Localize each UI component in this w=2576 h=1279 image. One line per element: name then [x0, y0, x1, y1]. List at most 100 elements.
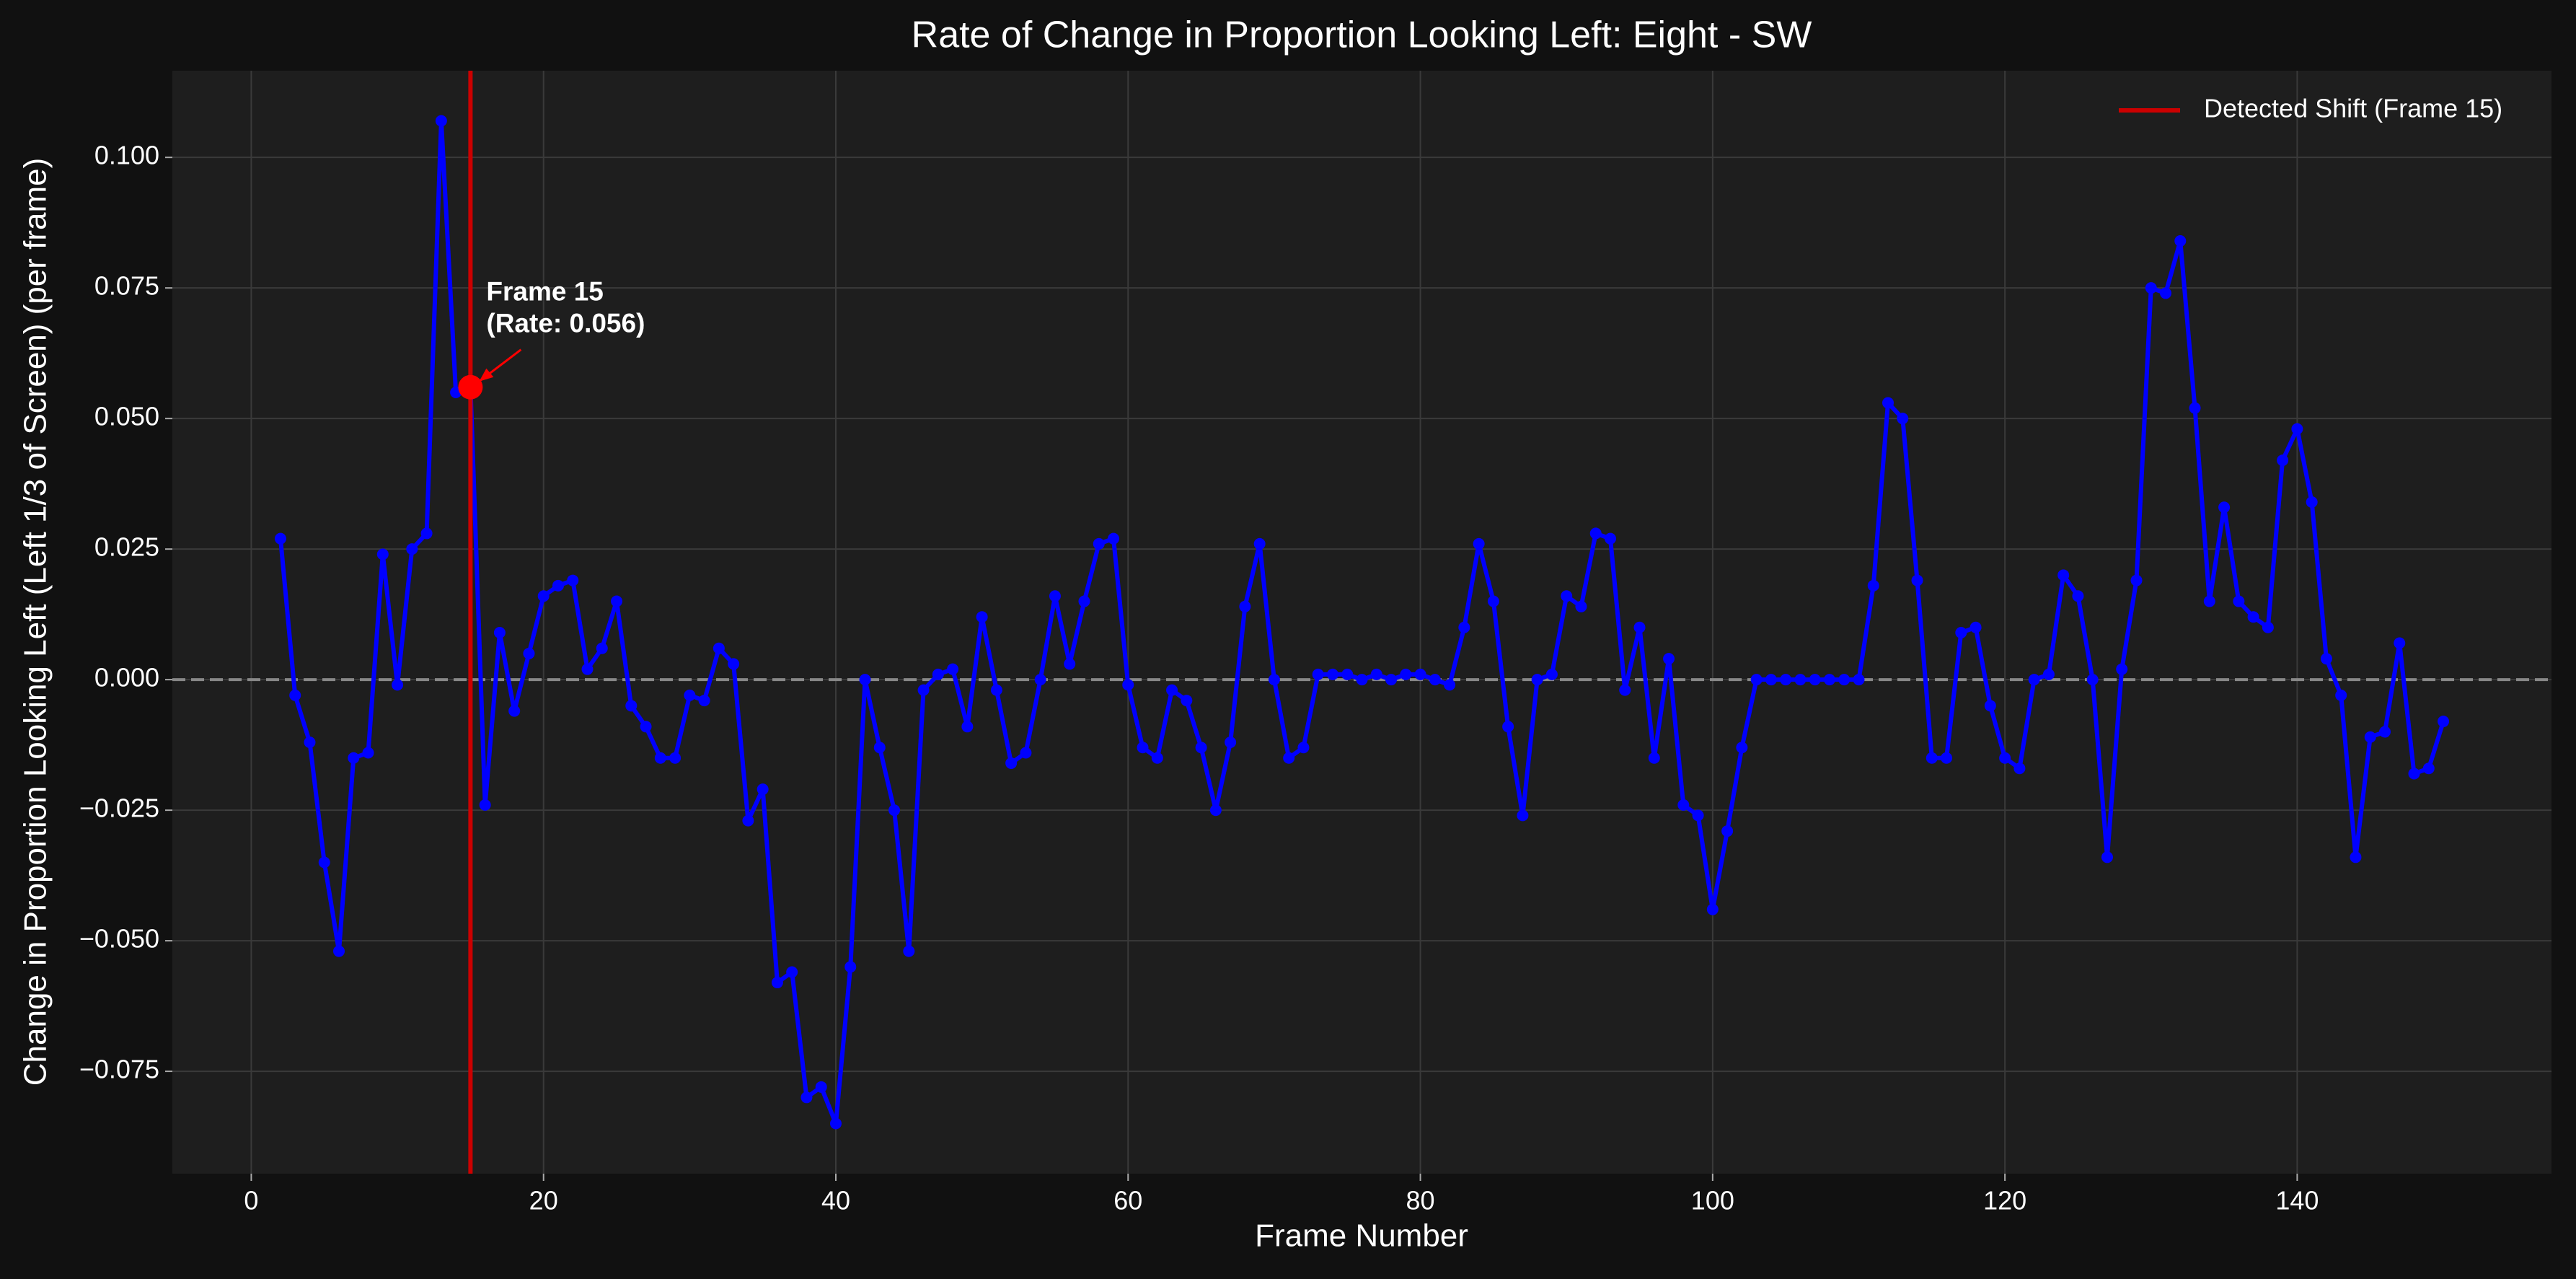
- data-point: [1736, 742, 1748, 754]
- data-point: [1677, 799, 1690, 811]
- data-point: [1970, 621, 1982, 633]
- data-point: [1619, 684, 1631, 696]
- data-point: [2160, 287, 2172, 299]
- data-point: [888, 804, 901, 817]
- x-tick-label: 0: [244, 1186, 258, 1216]
- x-tick-label: 140: [2275, 1186, 2319, 1216]
- data-point: [1589, 527, 1602, 540]
- data-point: [552, 579, 564, 592]
- data-point: [2028, 674, 2040, 686]
- y-tick-label: −0.050: [79, 924, 159, 954]
- y-tick-label: 0.100: [94, 141, 159, 170]
- data-point: [1473, 537, 1485, 550]
- data-point: [435, 115, 447, 127]
- data-point: [728, 658, 740, 670]
- x-tick-label: 120: [1983, 1186, 2026, 1216]
- data-point: [567, 574, 579, 586]
- data-point: [1005, 757, 1018, 769]
- data-point: [1370, 668, 1382, 680]
- data-point: [362, 747, 374, 759]
- data-point: [1882, 397, 1894, 409]
- data-point: [2042, 668, 2055, 680]
- data-point: [1356, 674, 1368, 686]
- data-point: [786, 966, 798, 978]
- data-point: [1794, 674, 1807, 686]
- data-point: [961, 721, 974, 733]
- data-point: [1750, 674, 1763, 686]
- data-point: [304, 737, 316, 749]
- data-point: [829, 1117, 842, 1130]
- data-point: [2438, 716, 2450, 728]
- data-point: [1911, 574, 1923, 586]
- data-point: [1108, 532, 1120, 545]
- data-point: [2203, 595, 2215, 607]
- data-point: [1897, 413, 1909, 425]
- data-point: [654, 752, 666, 764]
- data-point: [640, 721, 652, 733]
- data-point: [1487, 595, 1499, 607]
- data-point: [406, 543, 418, 555]
- data-point: [1444, 679, 1456, 691]
- data-point: [1765, 674, 1777, 686]
- data-point: [289, 689, 301, 701]
- x-tick-label: 20: [529, 1186, 558, 1216]
- data-point: [1166, 684, 1178, 696]
- x-tick-label: 60: [1113, 1186, 1142, 1216]
- data-point: [1984, 700, 1996, 712]
- data-point: [2394, 637, 2406, 649]
- data-point: [523, 647, 535, 659]
- data-point: [1809, 674, 1821, 686]
- data-point: [508, 705, 521, 717]
- data-point: [2335, 689, 2347, 701]
- data-point: [1706, 903, 1719, 915]
- data-point: [1517, 809, 1529, 822]
- data-point: [1575, 600, 1587, 612]
- data-point: [2233, 595, 2245, 607]
- data-point: [2101, 851, 2113, 863]
- data-point: [1838, 674, 1851, 686]
- data-point: [1633, 621, 1646, 633]
- data-point: [684, 689, 696, 701]
- data-point: [392, 679, 404, 691]
- data-point: [1225, 737, 1237, 749]
- y-tick-label: −0.075: [79, 1055, 159, 1084]
- data-point: [669, 752, 682, 764]
- data-point: [1545, 668, 1558, 680]
- data-point: [1209, 804, 1222, 817]
- data-point: [1823, 674, 1835, 686]
- data-point: [771, 977, 783, 989]
- data-point: [318, 856, 330, 869]
- data-point: [596, 642, 608, 654]
- data-point: [1020, 747, 1032, 759]
- y-tick-label: 0.050: [94, 402, 159, 431]
- data-point: [844, 961, 857, 973]
- data-point: [2291, 423, 2303, 435]
- data-point: [757, 783, 769, 796]
- data-point: [1648, 752, 1660, 764]
- x-tick-label: 40: [821, 1186, 850, 1216]
- data-point: [1458, 621, 1470, 633]
- data-point: [1721, 825, 1734, 838]
- data-point: [1151, 752, 1163, 764]
- chart-title: Rate of Change in Proportion Looking Lef…: [912, 14, 1812, 56]
- data-point: [2247, 611, 2259, 623]
- data-point: [1122, 679, 1134, 691]
- data-point: [1429, 674, 1441, 686]
- data-point: [1999, 752, 2011, 764]
- data-point: [1195, 742, 1207, 754]
- data-point: [1663, 653, 1675, 665]
- data-point: [2086, 674, 2099, 686]
- data-point: [2072, 590, 2084, 602]
- data-point: [917, 684, 930, 696]
- data-point: [1181, 695, 1193, 707]
- data-point: [2422, 762, 2435, 775]
- data-point: [2262, 621, 2274, 633]
- data-point: [1049, 590, 1061, 602]
- highlight-point: [458, 374, 483, 400]
- data-point: [873, 742, 886, 754]
- data-point: [2218, 501, 2231, 514]
- data-point: [333, 945, 345, 957]
- data-point: [1341, 668, 1354, 680]
- data-point: [2408, 768, 2420, 780]
